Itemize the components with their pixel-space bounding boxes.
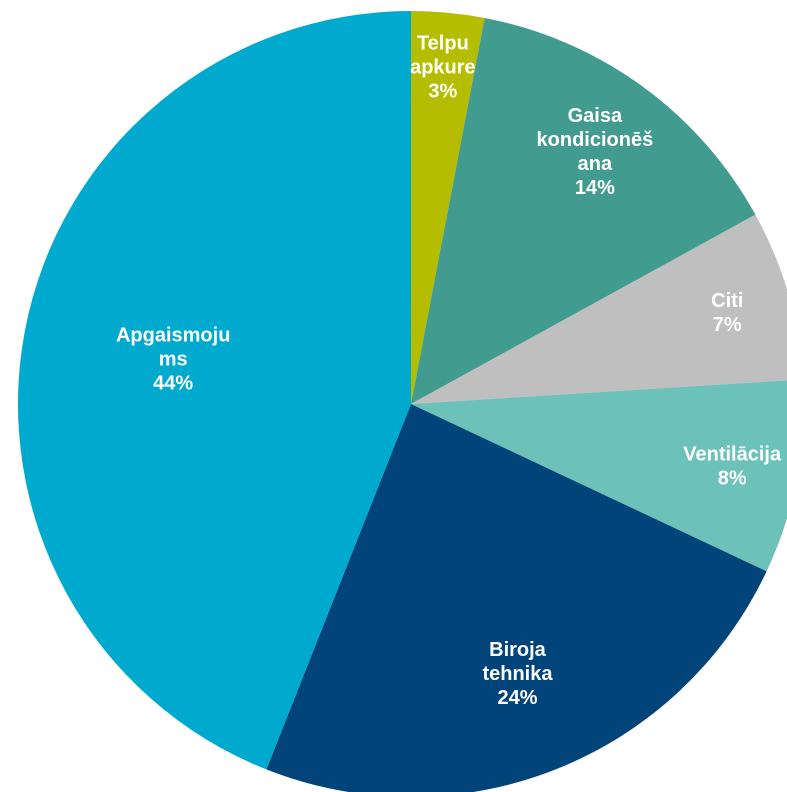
- pie-slice: [411, 380, 787, 572]
- slice-label: Gaisa kondicionēš ana: [537, 105, 654, 175]
- pie-slice: [411, 11, 485, 404]
- slice-label: Biroja tehnika: [482, 639, 553, 685]
- pie-slice: [411, 214, 787, 404]
- slice-value-label: 7%: [713, 314, 742, 336]
- slice-value-label: 14%: [575, 177, 615, 199]
- slice-label: Apgaismoju ms: [116, 325, 230, 371]
- slice-value-label: 44%: [153, 373, 193, 395]
- slice-label: Citi: [711, 290, 743, 312]
- slice-value-label: 24%: [497, 687, 537, 709]
- pie-slice: [18, 11, 411, 770]
- slice-label: Ventilācija: [683, 443, 782, 465]
- pie-slice: [266, 404, 767, 792]
- slice-label: Telpu apkure: [410, 33, 476, 79]
- pie-slice: [411, 17, 756, 404]
- slice-value-label: 8%: [718, 467, 747, 489]
- slice-value-label: 3%: [428, 81, 457, 103]
